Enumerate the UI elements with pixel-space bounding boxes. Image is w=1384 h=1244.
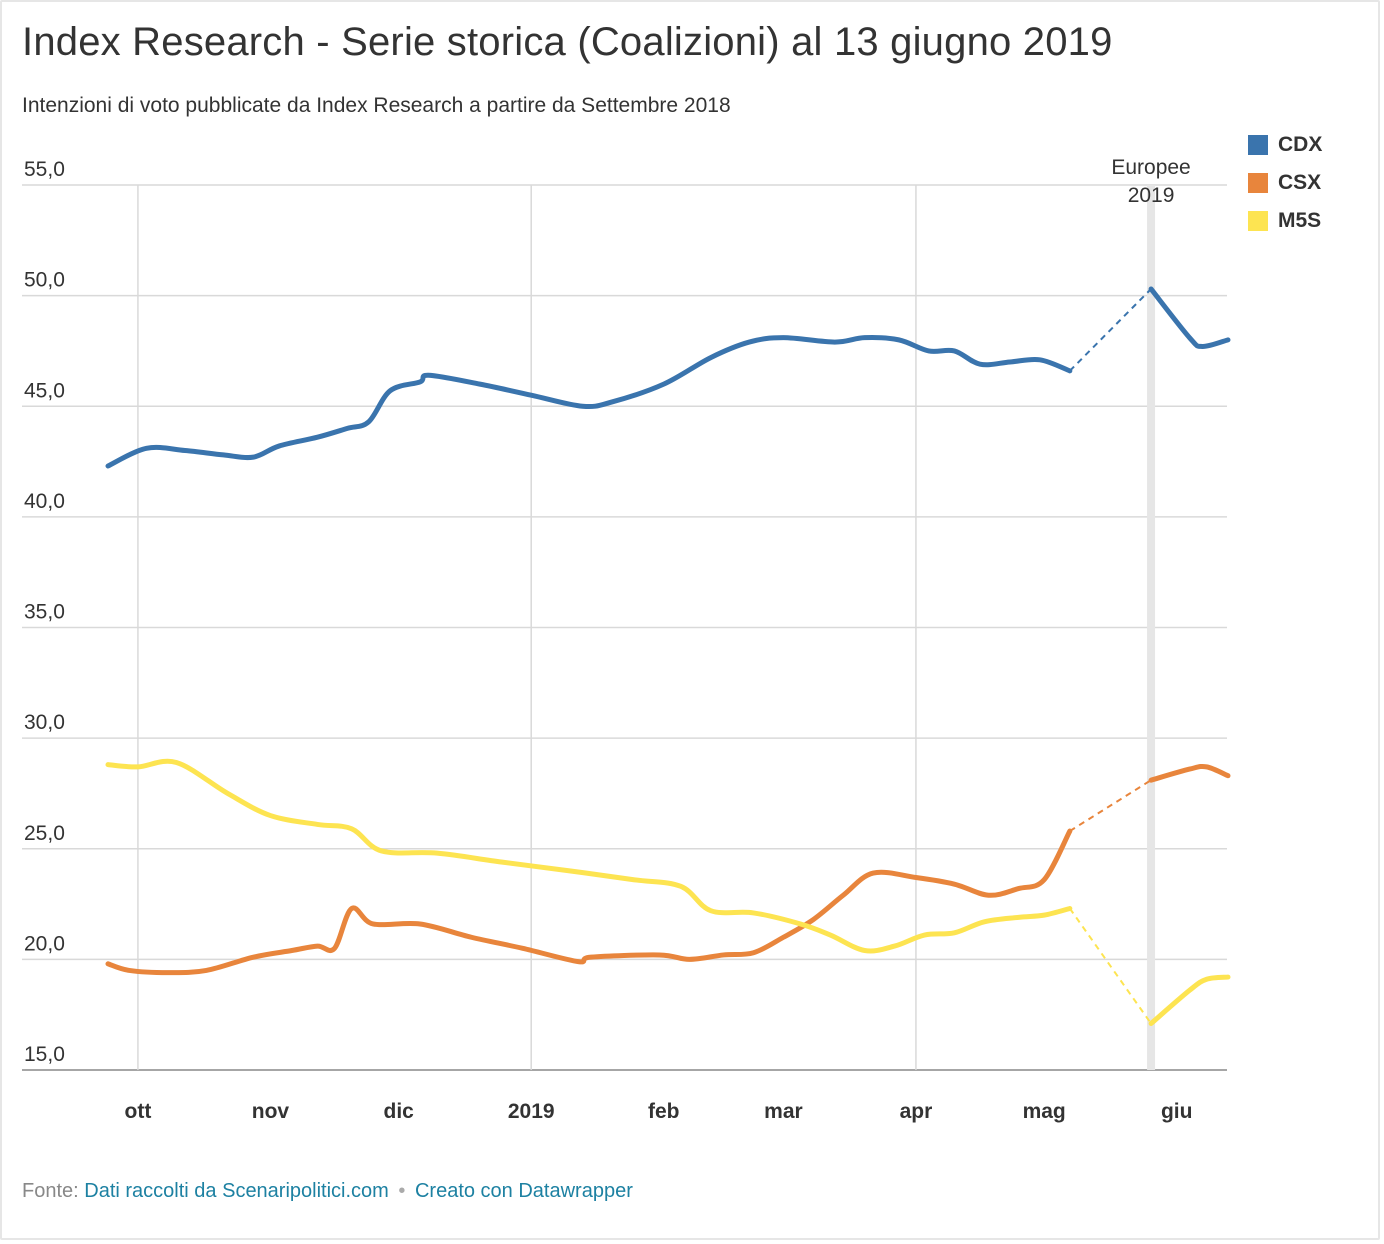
footer-separator: •: [398, 1180, 406, 1202]
y-tick-label: 30,0: [24, 711, 65, 734]
y-tick-label: 55,0: [24, 158, 65, 181]
x-tick-label: feb: [648, 1100, 680, 1123]
footer-prefix: Fonte:: [22, 1180, 79, 1202]
source-link[interactable]: Dati raccolti da Scenaripolitici.com: [84, 1180, 389, 1202]
series-gap-csx: [1069, 779, 1152, 832]
legend-swatch-csx: [1248, 173, 1268, 193]
annotation-band: [1147, 185, 1156, 1070]
y-tick-label: 45,0: [24, 379, 65, 402]
y-gridlines: [22, 184, 1227, 1071]
series-line-m5s: [105, 758, 1073, 954]
series-line-csx: [1148, 763, 1231, 783]
legend-label-m5s: M5S: [1278, 209, 1322, 232]
legend-swatch-cdx: [1248, 135, 1268, 155]
x-tick-label: mar: [764, 1100, 803, 1123]
y-axis-labels: 15,0 20,0 25,0 30,0 35,0 40,0 45,0 50,0 55,0: [24, 158, 65, 1066]
y-tick-label: 25,0: [24, 822, 65, 845]
x-axis-labels: ott nov dic 2019 feb mar apr mag giu: [125, 1100, 1193, 1123]
series-gap-cdx: [1069, 288, 1152, 372]
legend: CDX CSX M5S: [1248, 126, 1322, 240]
legend-swatch-m5s: [1248, 211, 1268, 231]
legend-item-csx[interactable]: CSX: [1248, 164, 1322, 202]
series-line-cdx: [1148, 286, 1231, 350]
series-line-cdx: [105, 335, 1073, 469]
x-tick-label: dic: [384, 1100, 415, 1123]
legend-label-cdx: CDX: [1278, 133, 1323, 156]
chart-subtitle: Intenzioni di voto pubblicate da Index R…: [22, 94, 731, 117]
series-line-csx: [105, 828, 1073, 976]
x-gridlines: [137, 185, 917, 1070]
legend-label-csx: CSX: [1278, 171, 1322, 194]
series-lines: [105, 286, 1231, 1027]
legend-item-m5s[interactable]: M5S: [1248, 202, 1322, 240]
x-tick-label: mag: [1023, 1100, 1066, 1123]
legend-item-cdx[interactable]: CDX: [1248, 126, 1322, 164]
series-gap-m5s: [1069, 907, 1152, 1025]
datawrapper-link[interactable]: Creato con Datawrapper: [414, 1180, 633, 1202]
x-tick-label: apr: [900, 1100, 933, 1123]
y-tick-label: 20,0: [24, 932, 65, 955]
x-tick-label: giu: [1161, 1100, 1193, 1123]
footer: Fonte: Dati raccolti da Scenaripolitici.…: [22, 1180, 633, 1203]
chart-title: Index Research - Serie storica (Coalizio…: [22, 20, 1113, 64]
y-tick-label: 35,0: [24, 601, 65, 624]
line-chart: Europee 2019 15,0 20,0 25,0 30,0 35,0 40,0 45,0…: [22, 156, 1231, 1123]
annotation-label: 2019: [1128, 184, 1175, 207]
y-tick-label: 50,0: [24, 269, 65, 292]
y-tick-label: 40,0: [24, 490, 65, 513]
x-tick-label: ott: [125, 1100, 152, 1123]
annotation-layer: Europee 2019: [1111, 156, 1191, 1070]
y-tick-label: 15,0: [24, 1043, 65, 1066]
annotation-label: Europee: [1111, 156, 1190, 179]
series-line-m5s: [1148, 974, 1231, 1027]
x-tick-label: nov: [252, 1100, 290, 1123]
x-tick-label: 2019: [508, 1100, 555, 1123]
